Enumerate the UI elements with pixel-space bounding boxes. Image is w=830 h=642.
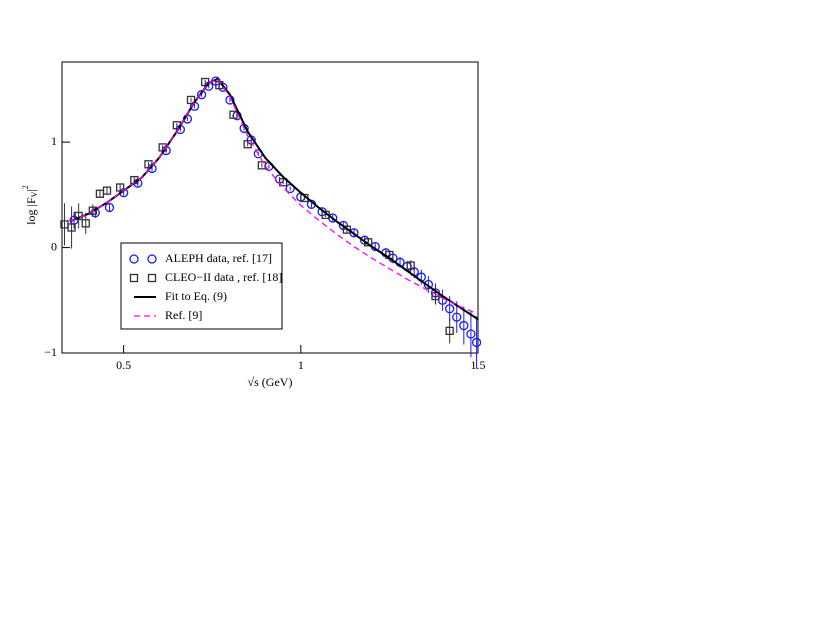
- data-point: [423, 279, 434, 290]
- y-label-sup: 2: [21, 185, 30, 189]
- y-tick-label: 1: [51, 134, 57, 148]
- y-label-text: log |F: [24, 197, 38, 225]
- data-point: [445, 304, 455, 314]
- data-point: [466, 329, 476, 339]
- data-point: [471, 337, 482, 348]
- data-point: [243, 140, 252, 149]
- data-point: [445, 326, 454, 336]
- data-point: [115, 183, 125, 192]
- data-point: [102, 186, 112, 195]
- y-tick-label: −1: [44, 345, 57, 359]
- x-tick-label: 1: [298, 358, 304, 372]
- curve: [70, 78, 479, 315]
- legend-label: ALEPH data, ref. [17]: [165, 251, 272, 265]
- data-point: [144, 160, 153, 169]
- data-point: [67, 223, 76, 232]
- data-point: [431, 291, 440, 301]
- y-label-close: |: [24, 189, 38, 191]
- data-point: [104, 202, 115, 213]
- y-axis-label: log |FV|2: [21, 185, 39, 225]
- data-point: [88, 206, 97, 215]
- data-point: [196, 90, 207, 100]
- x-tick-label: 0.5: [116, 358, 131, 372]
- y-tick-label: 0: [51, 239, 57, 253]
- data-point: [406, 261, 415, 270]
- x-tick-label: 1.5: [471, 358, 486, 372]
- data-point: [81, 219, 90, 228]
- data-point: [459, 320, 469, 331]
- legend-swatch: [129, 273, 139, 283]
- data-point: [278, 178, 288, 187]
- data-point: [186, 95, 196, 105]
- data-point: [342, 225, 352, 234]
- legend-swatch: [147, 273, 157, 283]
- data-point: [257, 161, 267, 170]
- y-label-sub: V: [30, 191, 39, 197]
- legend-label: Fit to Eq. (9): [165, 289, 227, 303]
- legend-label: Ref. [9]: [165, 308, 202, 322]
- data-point: [229, 110, 238, 119]
- legend-label: CLEO−II data , ref. [18]: [165, 270, 282, 284]
- legend-swatch: [129, 254, 139, 264]
- x-axis-label: √s (GeV): [248, 375, 293, 389]
- data-point: [452, 312, 462, 322]
- legend-swatch: [147, 254, 157, 264]
- plot-frame: [61, 61, 479, 354]
